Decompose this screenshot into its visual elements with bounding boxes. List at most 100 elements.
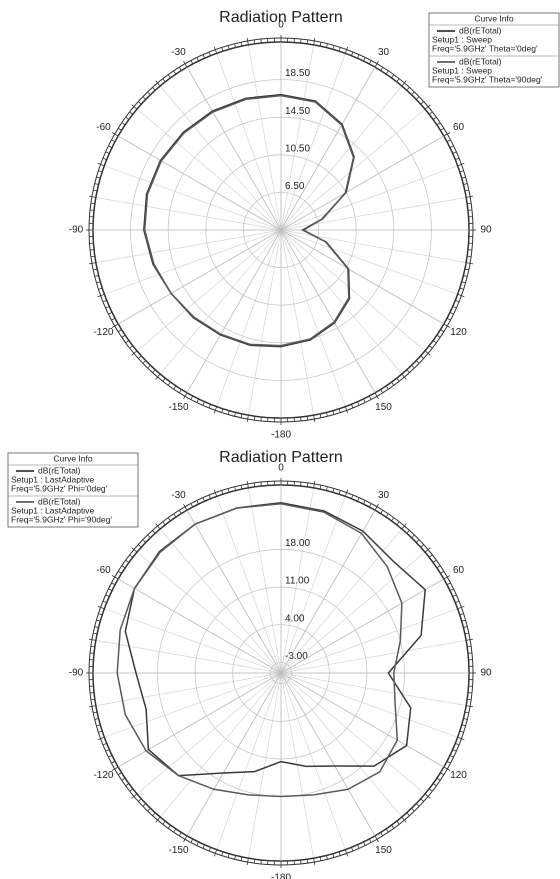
ring-tick xyxy=(253,416,256,421)
ring-tick xyxy=(357,401,360,406)
minor-spoke xyxy=(280,672,467,706)
ring-tick xyxy=(147,807,151,812)
theta-tick-label: 30 xyxy=(378,47,390,58)
ring-tick xyxy=(455,157,460,160)
ring-tick xyxy=(455,600,460,603)
ring-tick xyxy=(196,841,199,846)
minor-spoke xyxy=(280,640,467,674)
ring-tick xyxy=(446,760,451,764)
ring-tick xyxy=(88,262,96,265)
theta-tick-label: -30 xyxy=(171,47,186,58)
ring-tick xyxy=(406,530,410,534)
minor-spoke xyxy=(216,229,282,407)
minor-spoke xyxy=(280,487,314,674)
ring-tick xyxy=(344,489,349,497)
ring-tick xyxy=(155,816,161,823)
ring-tick xyxy=(424,793,431,799)
ring-tick xyxy=(432,116,437,120)
ring-tick xyxy=(162,377,166,382)
legend-box xyxy=(7,452,139,528)
ring-tick xyxy=(105,749,110,752)
ring-tick xyxy=(227,45,230,50)
ring-tick xyxy=(396,377,400,382)
minor-spoke xyxy=(95,197,282,231)
ring-tick xyxy=(428,554,433,558)
theta-grid-line xyxy=(280,229,445,325)
ring-tick xyxy=(464,268,469,271)
ring-tick xyxy=(420,101,424,105)
theta-tick-label: 90 xyxy=(480,668,492,679)
ring-tick xyxy=(111,766,119,771)
ring-tick xyxy=(93,189,98,192)
minor-spoke xyxy=(136,551,282,674)
ring-tick xyxy=(196,398,199,403)
ring-tick xyxy=(129,111,134,115)
ring-tick xyxy=(93,632,98,635)
ring-tick xyxy=(94,183,99,185)
ring-tick xyxy=(105,151,110,154)
theta-tick-label: 150 xyxy=(375,402,392,413)
legend-name: dB(rETotal) xyxy=(38,496,81,506)
ring-tick xyxy=(357,497,360,502)
ring-tick xyxy=(368,60,372,65)
ring-tick xyxy=(208,847,211,852)
ring-tick xyxy=(138,798,142,802)
minor-spoke xyxy=(280,672,346,850)
ring-tick xyxy=(466,705,474,708)
ring-tick xyxy=(94,626,99,628)
ring-tick xyxy=(131,104,138,110)
ring-tick xyxy=(440,570,445,574)
theta-grid-line xyxy=(280,672,376,837)
ring-tick xyxy=(374,503,379,511)
theta-tick-label: -120 xyxy=(93,327,113,338)
ring-tick xyxy=(167,824,171,829)
minor-spoke xyxy=(104,229,282,295)
ring-tick xyxy=(117,772,122,776)
minor-spoke xyxy=(104,608,282,674)
ring-tick xyxy=(357,54,360,59)
ring-tick xyxy=(332,410,335,415)
ring-tick xyxy=(131,793,138,799)
ring-tick xyxy=(142,803,147,807)
ring-tick xyxy=(463,183,468,185)
ring-tick xyxy=(108,588,113,591)
ring-tick xyxy=(96,176,101,179)
theta-tick-label: -180 xyxy=(271,873,291,879)
ring-tick xyxy=(415,360,420,364)
ring-tick xyxy=(190,60,194,65)
ring-tick xyxy=(344,406,349,414)
ring-tick xyxy=(396,820,400,825)
ring-tick xyxy=(319,485,322,490)
theta-grid-line xyxy=(280,672,445,768)
ring-tick xyxy=(338,47,341,52)
ring-tick xyxy=(111,760,116,764)
legend-setup: Setup1 : Sweep xyxy=(432,65,492,75)
ring-tick xyxy=(173,513,177,518)
ring-tick xyxy=(94,275,99,277)
ring-tick xyxy=(467,202,472,205)
minor-spoke xyxy=(280,85,403,231)
theta-tick-label: 150 xyxy=(375,845,392,856)
ring-tick xyxy=(446,139,451,143)
ring-tick xyxy=(202,54,205,59)
r-tick-label: 14.50 xyxy=(285,106,310,117)
ring-tick xyxy=(88,195,96,198)
legend-params: Freq='5.9GHz' Phi='0deg' xyxy=(11,483,108,493)
ring-tick xyxy=(332,488,335,493)
minor-spoke xyxy=(280,229,314,416)
theta-tick-label: 0 xyxy=(278,463,284,474)
ring-tick xyxy=(129,788,134,792)
theta-tick-label: -150 xyxy=(168,402,188,413)
ring-tick xyxy=(240,856,243,861)
ring-tick xyxy=(88,705,96,708)
ring-tick xyxy=(142,96,147,100)
ring-tick xyxy=(221,490,224,495)
theta-grid-line xyxy=(280,229,376,394)
ring-tick xyxy=(457,293,465,298)
ring-tick xyxy=(108,312,113,315)
ring-tick xyxy=(178,389,182,394)
ring-tick xyxy=(313,480,316,488)
ring-tick xyxy=(463,626,468,628)
ring-tick xyxy=(155,373,161,380)
legend-params: Freq='5.9GHz' Theta='90deg' xyxy=(432,74,543,84)
